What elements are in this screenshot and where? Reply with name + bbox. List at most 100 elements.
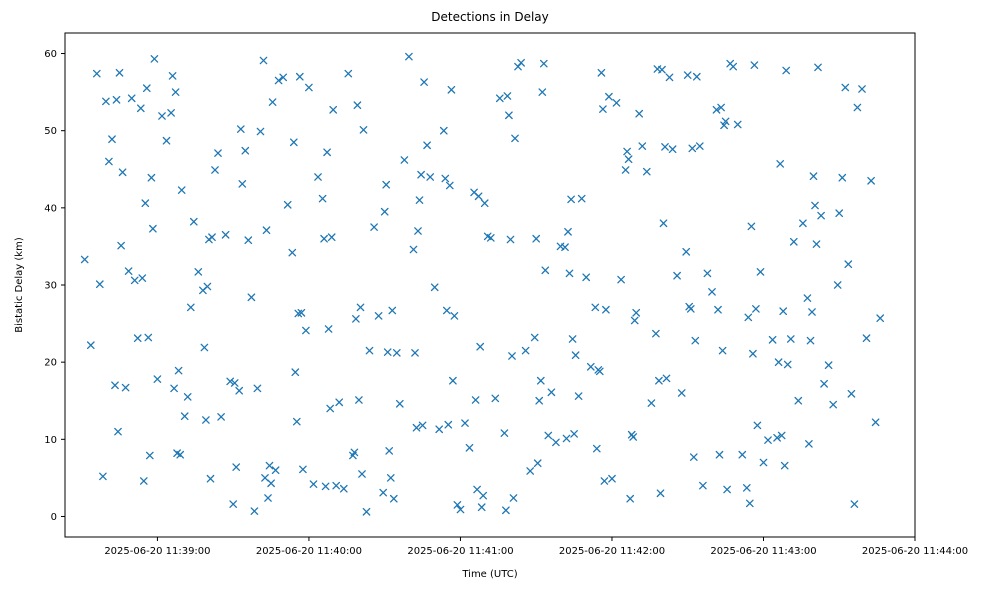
scatter-point xyxy=(288,248,297,257)
scatter-point xyxy=(418,421,427,430)
scatter-point xyxy=(506,235,515,244)
y-tick-label: 40 xyxy=(44,203,57,214)
scatter-point xyxy=(850,500,859,508)
scatter-point xyxy=(456,505,465,514)
scatter-point xyxy=(749,349,757,358)
scatter-point xyxy=(442,306,451,315)
scatter-point xyxy=(230,379,239,387)
scatter-point xyxy=(385,447,394,455)
scatter-point xyxy=(605,92,613,101)
scatter-point xyxy=(362,507,371,516)
scatter-point xyxy=(656,489,665,498)
scatter-point xyxy=(405,52,413,61)
scatter-point xyxy=(495,94,504,103)
y-tick-label: 10 xyxy=(44,435,57,446)
scatter-point xyxy=(521,346,530,355)
scatter-point xyxy=(264,494,272,502)
scatter-point xyxy=(124,267,133,275)
scatter-point xyxy=(717,103,725,112)
scatter-point xyxy=(99,472,107,481)
scatter-point xyxy=(479,491,488,500)
scatter-point xyxy=(170,384,178,393)
scatter-point xyxy=(379,488,388,497)
scatter-point xyxy=(630,316,639,325)
scatter-point xyxy=(812,240,821,248)
scatter-point xyxy=(808,308,816,316)
scatter-point xyxy=(138,274,147,282)
scatter-point xyxy=(505,111,513,120)
scatter-point xyxy=(150,55,159,63)
scatter-point xyxy=(114,427,122,436)
scatter-point xyxy=(592,444,601,453)
scatter-point xyxy=(571,351,580,360)
y-tick-label: 30 xyxy=(44,281,57,292)
scatter-point xyxy=(544,431,553,440)
y-tick-label: 0 xyxy=(51,512,57,523)
scatter-point xyxy=(476,342,485,351)
scatter-point xyxy=(299,465,307,474)
scatter-point xyxy=(779,307,788,316)
scatter-point xyxy=(803,294,812,302)
scatter-point xyxy=(365,346,374,355)
x-tick-label: 2025-06-20 11:44:00 xyxy=(862,546,968,557)
scatter-point xyxy=(382,180,391,189)
scatter-point xyxy=(853,103,862,112)
scatter-point xyxy=(799,219,807,228)
scatter-point xyxy=(158,112,166,120)
scatter-point xyxy=(250,507,259,515)
scatter-point xyxy=(474,192,483,201)
scatter-point xyxy=(145,451,154,460)
scatter-point xyxy=(829,400,838,409)
scatter-point xyxy=(374,312,383,320)
scatter-point xyxy=(805,440,813,448)
scatter-point xyxy=(509,494,518,502)
scatter-point xyxy=(327,233,336,242)
scatter-point xyxy=(841,83,850,92)
scatter-point xyxy=(174,366,183,375)
scatter-point xyxy=(718,346,727,355)
scatter-point xyxy=(624,155,633,164)
scatter-point xyxy=(673,271,681,280)
scatter-point xyxy=(833,281,842,289)
scatter-point xyxy=(241,146,250,155)
scatter-point xyxy=(811,201,819,210)
scatter-point xyxy=(564,227,572,236)
scatter-point xyxy=(744,313,753,322)
scatter-point xyxy=(699,481,707,490)
scatter-point xyxy=(359,126,368,134)
scatter-point xyxy=(283,200,292,209)
scatter-point xyxy=(208,233,216,242)
scatter-point xyxy=(194,268,203,276)
scatter-point xyxy=(582,273,591,282)
scatter-point xyxy=(780,461,789,470)
scatter-point xyxy=(130,276,139,285)
scatter-point xyxy=(447,85,456,94)
scatter-point xyxy=(232,463,241,471)
scatter-point xyxy=(712,105,721,114)
scatter-point xyxy=(265,461,274,470)
scatter-point xyxy=(279,73,288,82)
scatter-point xyxy=(782,66,791,75)
scatter-point xyxy=(358,470,366,478)
scatter-point xyxy=(723,485,731,494)
scatter-point xyxy=(111,381,119,390)
scatter-point xyxy=(471,396,480,404)
scatter-point xyxy=(662,374,671,383)
scatter-point xyxy=(776,160,785,168)
scatter-point xyxy=(147,173,156,182)
scatter-point xyxy=(824,361,833,370)
scatter-point xyxy=(139,477,148,485)
scatter-point xyxy=(661,143,669,151)
scatter-point xyxy=(229,500,238,508)
scatter-point xyxy=(677,389,686,397)
scatter-point xyxy=(453,501,462,509)
scatter-point xyxy=(430,283,439,292)
scatter-point xyxy=(876,314,885,323)
scatter-point xyxy=(352,315,360,323)
scatter-point xyxy=(552,438,560,447)
scatter-point xyxy=(295,72,304,81)
scatter-point xyxy=(655,376,663,385)
scatter-point xyxy=(526,467,535,475)
scatter-point xyxy=(226,377,235,386)
scatter-point xyxy=(105,157,113,166)
